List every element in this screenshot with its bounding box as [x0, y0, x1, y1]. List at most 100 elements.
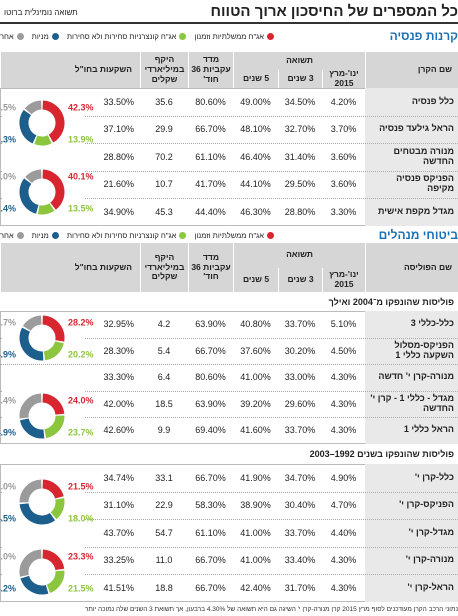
cell-value: 32.95% [103, 319, 134, 330]
row-name: הראל-קרן י' [365, 574, 458, 602]
cell-value: 18.8 [155, 582, 173, 593]
cell-value: 29.9 [155, 124, 173, 135]
cell-value: 6.4 [157, 372, 171, 383]
header-cell: היקף במיליארדי שקלים [140, 243, 188, 292]
group-title: פוליסות שהונפקו בשנים 1992–2003 [309, 448, 454, 459]
cell-value: 33.30% [103, 372, 134, 383]
donut-bg [2, 477, 84, 527]
legend-label: אג"ח ממשלתיות וזמנון [194, 31, 265, 41]
row-name: מנורה-קרן י' חדשה [365, 364, 458, 391]
cell-value: 45.3 [155, 206, 173, 217]
cell-value: 4.30% [330, 372, 357, 383]
cell-value: 42.00% [103, 398, 134, 409]
row-separator [0, 574, 458, 575]
cell-value: 18.5 [155, 398, 173, 409]
cell-value: 41.00% [240, 372, 271, 383]
cell-value: 28.30% [103, 345, 134, 356]
header-cell: השקעות בחו"ל [0, 52, 140, 88]
legend-swatch [51, 231, 59, 239]
cell-value: 63.90% [195, 398, 226, 409]
cell-value: 63.90% [195, 319, 226, 330]
cell-value: 3.30% [330, 206, 357, 217]
title-rule [0, 22, 458, 24]
legend: אג"ח ממשלתיות וזמנון אג"ח קונצרניות סחירו… [0, 28, 340, 44]
cell-value: 35.6 [155, 96, 173, 107]
legend-label: אג"ח קונצרניות סחירות ולא סחירות [66, 31, 177, 41]
donut-bg [2, 313, 84, 363]
donut-bg [2, 98, 84, 148]
cell-value: 33.70% [284, 319, 316, 330]
cell-value: 80.60% [195, 372, 226, 383]
row-separator [0, 170, 458, 172]
header-cell: שם הקרן [365, 52, 458, 88]
donut-bg [2, 167, 84, 217]
cell-value: 33.40% [284, 555, 316, 566]
cell-value: 80.60% [195, 96, 226, 107]
cell-value: 34.50% [284, 96, 316, 107]
cell-value: 43.70% [103, 527, 134, 538]
group-title: פוליסות שהונפקו מ־2004 ואילך [328, 296, 454, 307]
row-name: מגדל מקפת אישית [365, 198, 458, 226]
section-title: ביטוחי מנהלים [378, 228, 458, 242]
row-name: מנורה-קרן י' [365, 546, 458, 574]
row-separator [0, 519, 458, 520]
header-cell: תשואה [233, 52, 365, 70]
donut-bg [2, 391, 84, 441]
row-separator [0, 364, 458, 365]
row-name: הראל גילעד פנסיה [365, 115, 458, 143]
section-title: קרנות פנסיה [389, 29, 458, 43]
cell-value: 4.70% [330, 500, 357, 511]
cell-value: 61.10% [195, 527, 226, 538]
cell-value: 11.0 [155, 555, 173, 566]
row-separator [0, 143, 458, 144]
cell-value: 33.25% [103, 555, 134, 566]
row-name: מגדל-קרן י' [365, 519, 458, 547]
legend-item: אחר [0, 32, 24, 41]
cell-value: 41.00% [240, 527, 271, 538]
cell-value: 66.70% [195, 555, 226, 566]
cell-value: 4.50% [330, 345, 357, 356]
legend-item: אג"ח ממשלתיות וזמנון [194, 31, 275, 41]
row-name: הפניקס-מסלול השקעה כללי 1 [365, 337, 458, 364]
row-separator [0, 337, 458, 339]
legend-swatch [179, 32, 187, 40]
header-cell: 5 שנים [233, 70, 278, 88]
footnote: נתוני הרכב הקרן מעודכנים לסוף מרץ 2015 ק… [84, 606, 458, 613]
cell-value: 28.80% [103, 151, 134, 162]
legend-label: מניות [31, 230, 49, 240]
cell-value: 40.80% [240, 319, 271, 330]
cell-value: 4.40% [330, 527, 357, 538]
header-cell: שם הפוליסה [365, 243, 458, 292]
legend-swatch [16, 231, 24, 239]
cell-value: 41.90% [240, 472, 271, 483]
cell-value: 37.60% [240, 345, 271, 356]
cell-value: 30.40% [284, 500, 316, 511]
row-name: הראל כללי 1 [365, 417, 458, 444]
cell-value: 33.50% [103, 96, 134, 107]
cell-value: 38.90% [240, 500, 271, 511]
cell-value: 33.70% [284, 527, 316, 538]
cell-value: 61.10% [195, 151, 226, 162]
row-name: כלל-כללי 3 [365, 311, 458, 338]
cell-value: 9.9 [157, 425, 171, 436]
legend-swatch [51, 32, 59, 40]
cell-value: 31.10% [103, 500, 134, 511]
header-cell: השקעות בחו"ל [0, 243, 140, 292]
header-cell: ינו'-מרץ 2015 [322, 267, 365, 292]
legend-item: אג"ח קונצרניות סחירות ולא סחירות [67, 231, 187, 240]
cell-value: 4.30% [330, 582, 357, 593]
cell-value: 4.90% [330, 472, 357, 483]
cell-value: 41.60% [240, 425, 271, 436]
legend-item: מניות [32, 231, 59, 240]
legend-swatch [267, 32, 275, 40]
cell-value: 66.70% [195, 345, 226, 356]
row-separator [0, 491, 458, 493]
cell-value: 66.70% [195, 582, 226, 593]
cell-value: 66.70% [195, 472, 226, 483]
legend-label: אחר [0, 230, 14, 240]
cell-value: 5.10% [330, 319, 357, 330]
cell-value: 42.60% [103, 425, 134, 436]
cell-value: 70.2 [155, 151, 173, 162]
cell-value: 41.51% [103, 582, 134, 593]
row-separator [0, 417, 458, 418]
